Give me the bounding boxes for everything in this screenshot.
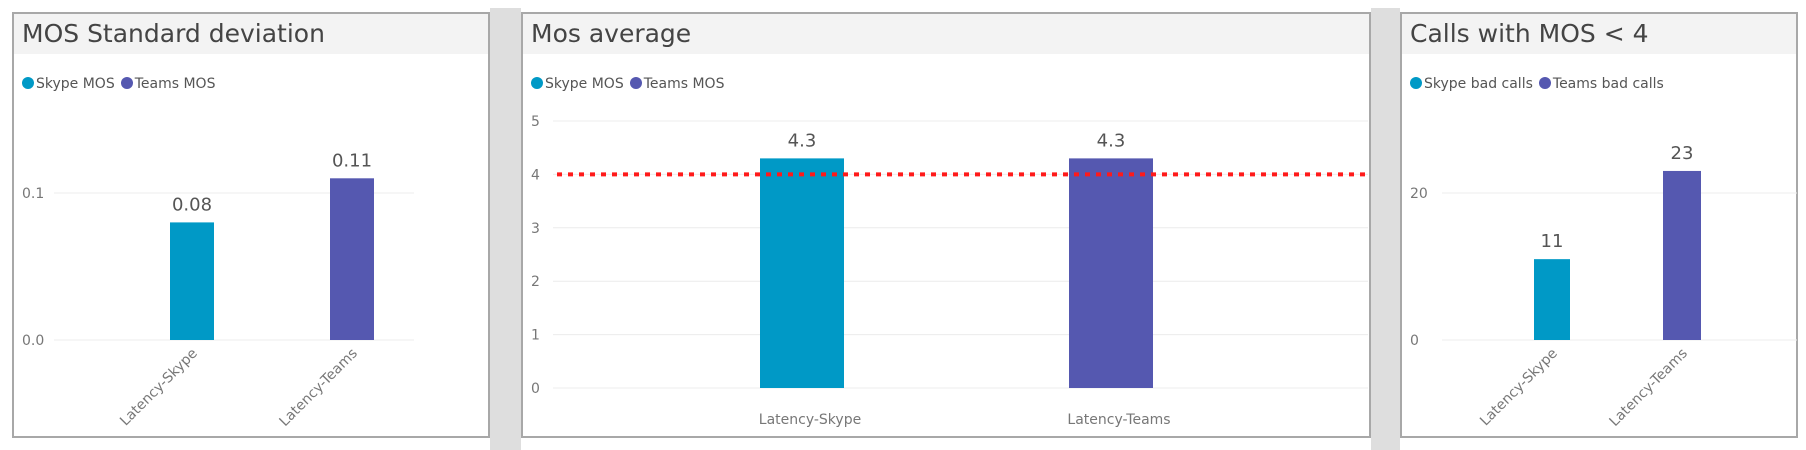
legend-dot-icon xyxy=(120,77,133,89)
legend-item-skype[interactable]: Skype MOS xyxy=(531,76,624,92)
bad-calls-panel[interactable]: Calls with MOS < 4 Skype bad calls Teams… xyxy=(1400,12,1798,438)
legend-label: Teams bad calls xyxy=(1552,76,1664,92)
legend-dot-icon xyxy=(629,77,642,89)
legend-label: Skype bad calls xyxy=(1424,76,1533,92)
y-tick-label: 0 xyxy=(1410,333,1419,349)
legend-item-skype[interactable]: Skype MOS xyxy=(22,76,115,92)
bar-teams[interactable] xyxy=(1663,170,1701,340)
x-tick-label: Latency-Skype xyxy=(1477,346,1561,430)
panel-gap xyxy=(1371,8,1400,450)
x-tick-label: Latency-Teams xyxy=(277,346,361,430)
legend-dot-icon xyxy=(22,77,34,89)
data-label: 4.3 xyxy=(1097,130,1126,151)
panel-title: Mos average xyxy=(523,14,1369,54)
panel-title: Calls with MOS < 4 xyxy=(1402,14,1796,54)
panel-title: MOS Standard deviation xyxy=(14,14,488,54)
legend-item-teams[interactable]: Teams bad calls xyxy=(1538,76,1664,92)
data-label: 4.3 xyxy=(788,130,817,151)
legend-label: Teams MOS xyxy=(643,76,725,92)
y-tick-label: 0.1 xyxy=(22,186,44,202)
data-label: 0.08 xyxy=(172,194,212,215)
y-tick-label: 0.0 xyxy=(22,333,44,349)
y-tick-label: 5 xyxy=(531,114,540,130)
y-tick-label: 2 xyxy=(531,274,540,290)
y-tick-label: 0 xyxy=(531,381,540,397)
legend-dot-icon xyxy=(1410,77,1422,89)
x-tick-label: Latency-Skype xyxy=(759,412,861,428)
legend-label: Skype MOS xyxy=(36,76,115,92)
x-tick-label: Latency-Skype xyxy=(117,346,201,430)
legend: Skype MOS Teams MOS xyxy=(22,76,215,92)
y-tick-label: 20 xyxy=(1410,186,1428,202)
bar-skype[interactable] xyxy=(170,222,214,340)
legend-label: Skype MOS xyxy=(545,76,624,92)
mos-std-dev-panel[interactable]: MOS Standard deviation Skype MOS Teams M… xyxy=(12,12,490,438)
mos-average-panel[interactable]: Mos average Skype MOS Teams MOS 0 1 2 3 4 5 4.… xyxy=(521,12,1371,438)
data-label: 23 xyxy=(1671,143,1694,164)
legend: Skype MOS Teams MOS xyxy=(531,76,724,92)
chart-plot: 0 1 2 3 4 5 4.3 Latency-Skype 4.3 Latency-Teams xyxy=(531,114,1368,428)
legend-dot-icon xyxy=(1538,77,1551,89)
legend-dot-icon xyxy=(531,77,543,89)
panel-gap xyxy=(490,8,521,450)
bar-skype[interactable] xyxy=(760,158,844,388)
legend-label: Teams MOS xyxy=(134,76,216,92)
chart-plot: 0 20 11 Latency-Skype 23 Latency-Teams xyxy=(1410,143,1797,430)
bar-teams[interactable] xyxy=(1069,158,1153,388)
data-label: 0.11 xyxy=(332,150,372,171)
data-label: 11 xyxy=(1541,231,1564,252)
legend-item-teams[interactable]: Teams MOS xyxy=(629,76,725,92)
legend-item-skype[interactable]: Skype bad calls xyxy=(1410,76,1533,92)
x-tick-label: Latency-Teams xyxy=(1607,346,1691,430)
legend-item-teams[interactable]: Teams MOS xyxy=(120,76,216,92)
chart-plot: 0.0 0.1 0.08 Latency-Skype 0.11 Latency-Teams xyxy=(22,150,414,430)
bar-teams[interactable] xyxy=(330,178,374,340)
y-tick-label: 4 xyxy=(531,167,540,183)
legend: Skype bad calls Teams bad calls xyxy=(1410,76,1664,92)
y-tick-label: 1 xyxy=(531,328,540,344)
bar-skype[interactable] xyxy=(1534,259,1570,340)
x-tick-label: Latency-Teams xyxy=(1067,412,1170,428)
y-tick-label: 3 xyxy=(531,221,540,237)
